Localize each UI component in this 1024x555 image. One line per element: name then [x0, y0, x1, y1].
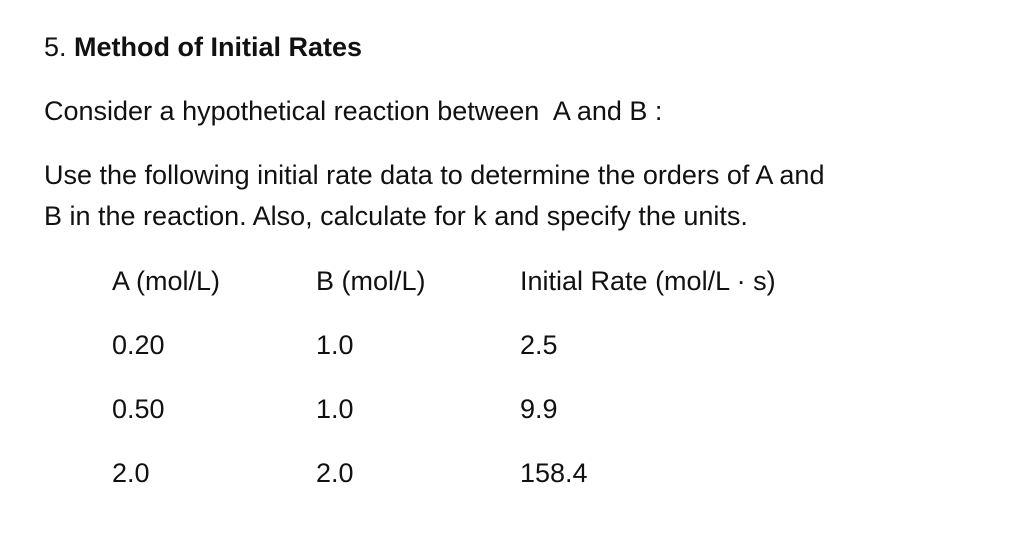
table-cell: 0.50 [112, 394, 165, 424]
table-cell: 158.4 [520, 458, 588, 488]
table-cell: 9.9 [520, 394, 558, 424]
heading: 5. Method of Initial Rates [44, 34, 362, 61]
table-cell: 2.0 [316, 458, 354, 488]
instruction-line: Use the following initial rate data to d… [44, 160, 825, 190]
heading-number: 5. [44, 32, 67, 62]
instruction-line: B in the reaction. Also, calculate for k… [44, 201, 748, 231]
table-cell: 1.0 [316, 330, 354, 360]
column-header: B (mol/L) [316, 266, 426, 296]
table-cell: 2.0 [112, 458, 150, 488]
intro: Consider a hypothetical reaction between… [44, 96, 663, 126]
heading-title: Method of Initial Rates [74, 32, 363, 62]
table-cell: 2.5 [520, 330, 558, 360]
table-cell: 0.20 [112, 330, 165, 360]
column-header: Initial Rate (mol/L · s) [520, 266, 776, 296]
column-header: A (mol/L) [112, 266, 221, 296]
table-cell: 1.0 [316, 394, 354, 424]
